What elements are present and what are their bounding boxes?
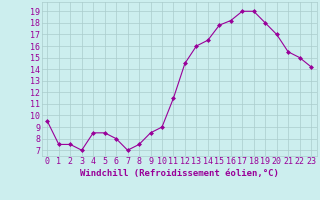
X-axis label: Windchill (Refroidissement éolien,°C): Windchill (Refroidissement éolien,°C) [80, 169, 279, 178]
